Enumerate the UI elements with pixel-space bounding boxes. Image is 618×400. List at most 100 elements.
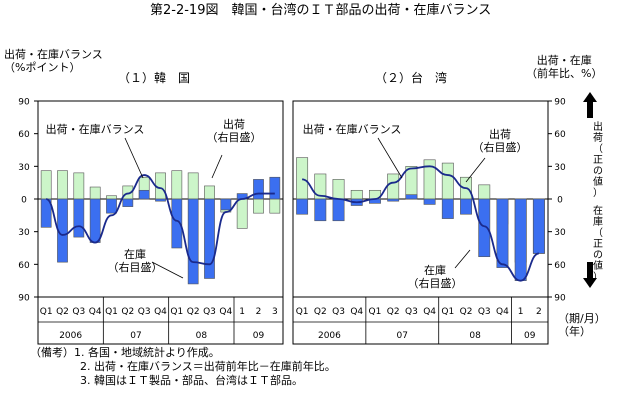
taiwan-shipment-bar bbox=[332, 179, 345, 200]
right-tick-label: 0 bbox=[557, 196, 563, 206]
left-tick-label: 90 bbox=[18, 294, 30, 304]
svg-text:の: の bbox=[593, 250, 603, 261]
taiwan-category-label: 2 bbox=[536, 307, 542, 317]
korea-inventory-bar bbox=[253, 179, 264, 200]
taiwan-shipment-bar bbox=[441, 162, 454, 200]
korea-shipment-bar bbox=[89, 186, 101, 200]
right-tick-label: 90 bbox=[554, 294, 566, 304]
taiwan-category-label: Q1 bbox=[369, 307, 382, 317]
taiwan-category-label: Q2 bbox=[460, 307, 473, 317]
svg-text:庫: 庫 bbox=[593, 215, 603, 228]
left-tick-label: 30 bbox=[18, 163, 30, 173]
korea-inventory-bar bbox=[187, 198, 199, 285]
taiwan-inventory-bar bbox=[441, 198, 454, 219]
panel-title-taiwan: （２）台 湾 bbox=[375, 71, 448, 85]
korea-category-label: 1 bbox=[239, 307, 245, 317]
korea-year-label: 09 bbox=[253, 331, 265, 341]
taiwan-annotation-inventory: （右目盛） bbox=[408, 276, 463, 290]
taiwan-annotation-shipment-pointer bbox=[465, 157, 486, 183]
left-tick-label: 30 bbox=[18, 228, 30, 238]
svg-text:（: （ bbox=[593, 143, 603, 155]
taiwan-annotation-inventory-pointer bbox=[454, 249, 471, 269]
korea-annotation-balance: 出荷・在庫バランス bbox=[46, 122, 145, 136]
left-tick-label: 60 bbox=[18, 261, 30, 271]
taiwan-category-label: Q3 bbox=[478, 307, 491, 317]
korea-shipment-bar bbox=[73, 172, 85, 200]
korea-category-label: Q2 bbox=[121, 307, 134, 317]
note-1: （備考）1. 各国・地域統計より作成。 bbox=[30, 346, 220, 359]
korea-shipment-bar bbox=[187, 172, 199, 200]
korea-shipment-bar bbox=[204, 185, 215, 200]
korea-category-label: Q3 bbox=[138, 307, 151, 317]
korea-annotation-shipment: 出荷 bbox=[223, 117, 245, 131]
taiwan-year-label: 08 bbox=[469, 331, 481, 341]
notes: （備考）1. 各国・地域統計より作成。 2. 出荷・在庫バランス＝出荷前年比－在… bbox=[30, 346, 336, 388]
taiwan-shipment-bar bbox=[296, 157, 309, 200]
taiwan-annotation-shipment: 出荷 bbox=[489, 127, 511, 141]
korea-shipment-bar bbox=[106, 195, 117, 200]
korea-annotation-inventory-pointer bbox=[151, 261, 184, 279]
svg-text:）: ） bbox=[593, 271, 603, 283]
korea-year-label: 2006 bbox=[59, 331, 82, 341]
svg-text:の: の bbox=[593, 166, 603, 177]
figure-title: 第2-2-19図 韓国・台湾のＩＴ部品の出荷・在庫バランス bbox=[150, 3, 492, 18]
panel-title-korea: （１）韓 国 bbox=[118, 71, 191, 85]
korea-shipment-bar bbox=[236, 198, 248, 229]
svg-text:在: 在 bbox=[593, 205, 603, 217]
korea-annotation-balance-pointer bbox=[124, 137, 144, 179]
korea-axis-frame bbox=[37, 296, 284, 345]
left-tick-label: 90 bbox=[18, 98, 30, 108]
korea-category-label: Q2 bbox=[56, 307, 69, 317]
taiwan-category-label: Q3 bbox=[332, 307, 345, 317]
taiwan-shipment-bar bbox=[387, 173, 400, 200]
korea-inventory-bar bbox=[269, 176, 281, 200]
taiwan-category-label: Q4 bbox=[423, 307, 436, 317]
korea-inventory-bar bbox=[106, 198, 117, 214]
right-tick-label: 30 bbox=[554, 228, 566, 238]
note-2: 2. 出荷・在庫バランス＝出荷前年比－在庫前年比。 bbox=[80, 360, 336, 373]
taiwan-category-label: Q4 bbox=[496, 307, 509, 317]
korea-category-label: Q2 bbox=[187, 307, 200, 317]
left-tick-label: 0 bbox=[21, 196, 27, 206]
korea-shipment-bar bbox=[57, 170, 68, 200]
svg-text:（: （ bbox=[593, 227, 603, 239]
taiwan-annotation-balance-pointer bbox=[377, 137, 403, 179]
korea-shipment-bar bbox=[171, 170, 183, 200]
right-axis-up-label: 出荷（正の値） bbox=[593, 120, 603, 199]
korea-inventory-bar bbox=[122, 198, 134, 207]
taiwan-shipment-bar bbox=[478, 184, 491, 200]
taiwan-category-label: Q1 bbox=[296, 307, 309, 317]
taiwan-shipment-bar bbox=[405, 166, 418, 200]
right-axis-label: 出荷・在庫 （前年比、%） bbox=[526, 54, 603, 80]
left-tick-label: 60 bbox=[18, 130, 30, 140]
korea-inventory-bar bbox=[40, 198, 52, 228]
svg-text:荷: 荷 bbox=[593, 132, 603, 144]
taiwan-balance-line bbox=[301, 165, 540, 282]
up-arrow-icon bbox=[583, 92, 597, 118]
korea-year-label: 08 bbox=[196, 331, 208, 341]
korea-annotation-inventory: 在庫 bbox=[124, 247, 146, 261]
korea-inventory-bar bbox=[73, 198, 85, 238]
svg-text:出: 出 bbox=[593, 120, 603, 133]
right-tick-label: 60 bbox=[554, 130, 566, 140]
right-tick-label: 90 bbox=[554, 98, 566, 108]
korea-category-label: Q4 bbox=[89, 307, 102, 317]
taiwan-inventory-bar bbox=[332, 198, 345, 222]
korea-balance-line bbox=[45, 174, 275, 266]
taiwan-inventory-bar bbox=[296, 198, 309, 215]
korea-inventory-bar bbox=[220, 198, 232, 211]
korea-category-label: 2 bbox=[256, 307, 262, 317]
svg-text:正: 正 bbox=[593, 155, 603, 166]
taiwan-year-label: 07 bbox=[397, 331, 408, 341]
note-3: 3. 韓国はＩＴ製品・部品、台湾はＩＴ部品。 bbox=[80, 374, 303, 387]
taiwan-shipment-bar bbox=[350, 189, 363, 200]
right-tick-label: 60 bbox=[554, 261, 566, 271]
taiwan-inventory-bar bbox=[314, 198, 327, 222]
down-arrow-icon bbox=[583, 262, 597, 288]
taiwan-inventory-bar bbox=[387, 198, 400, 202]
taiwan-year-label: 2006 bbox=[318, 331, 341, 341]
korea-shipment-bar bbox=[269, 198, 281, 214]
korea-inventory-bar bbox=[138, 189, 150, 200]
korea-year-label: 07 bbox=[130, 331, 141, 341]
